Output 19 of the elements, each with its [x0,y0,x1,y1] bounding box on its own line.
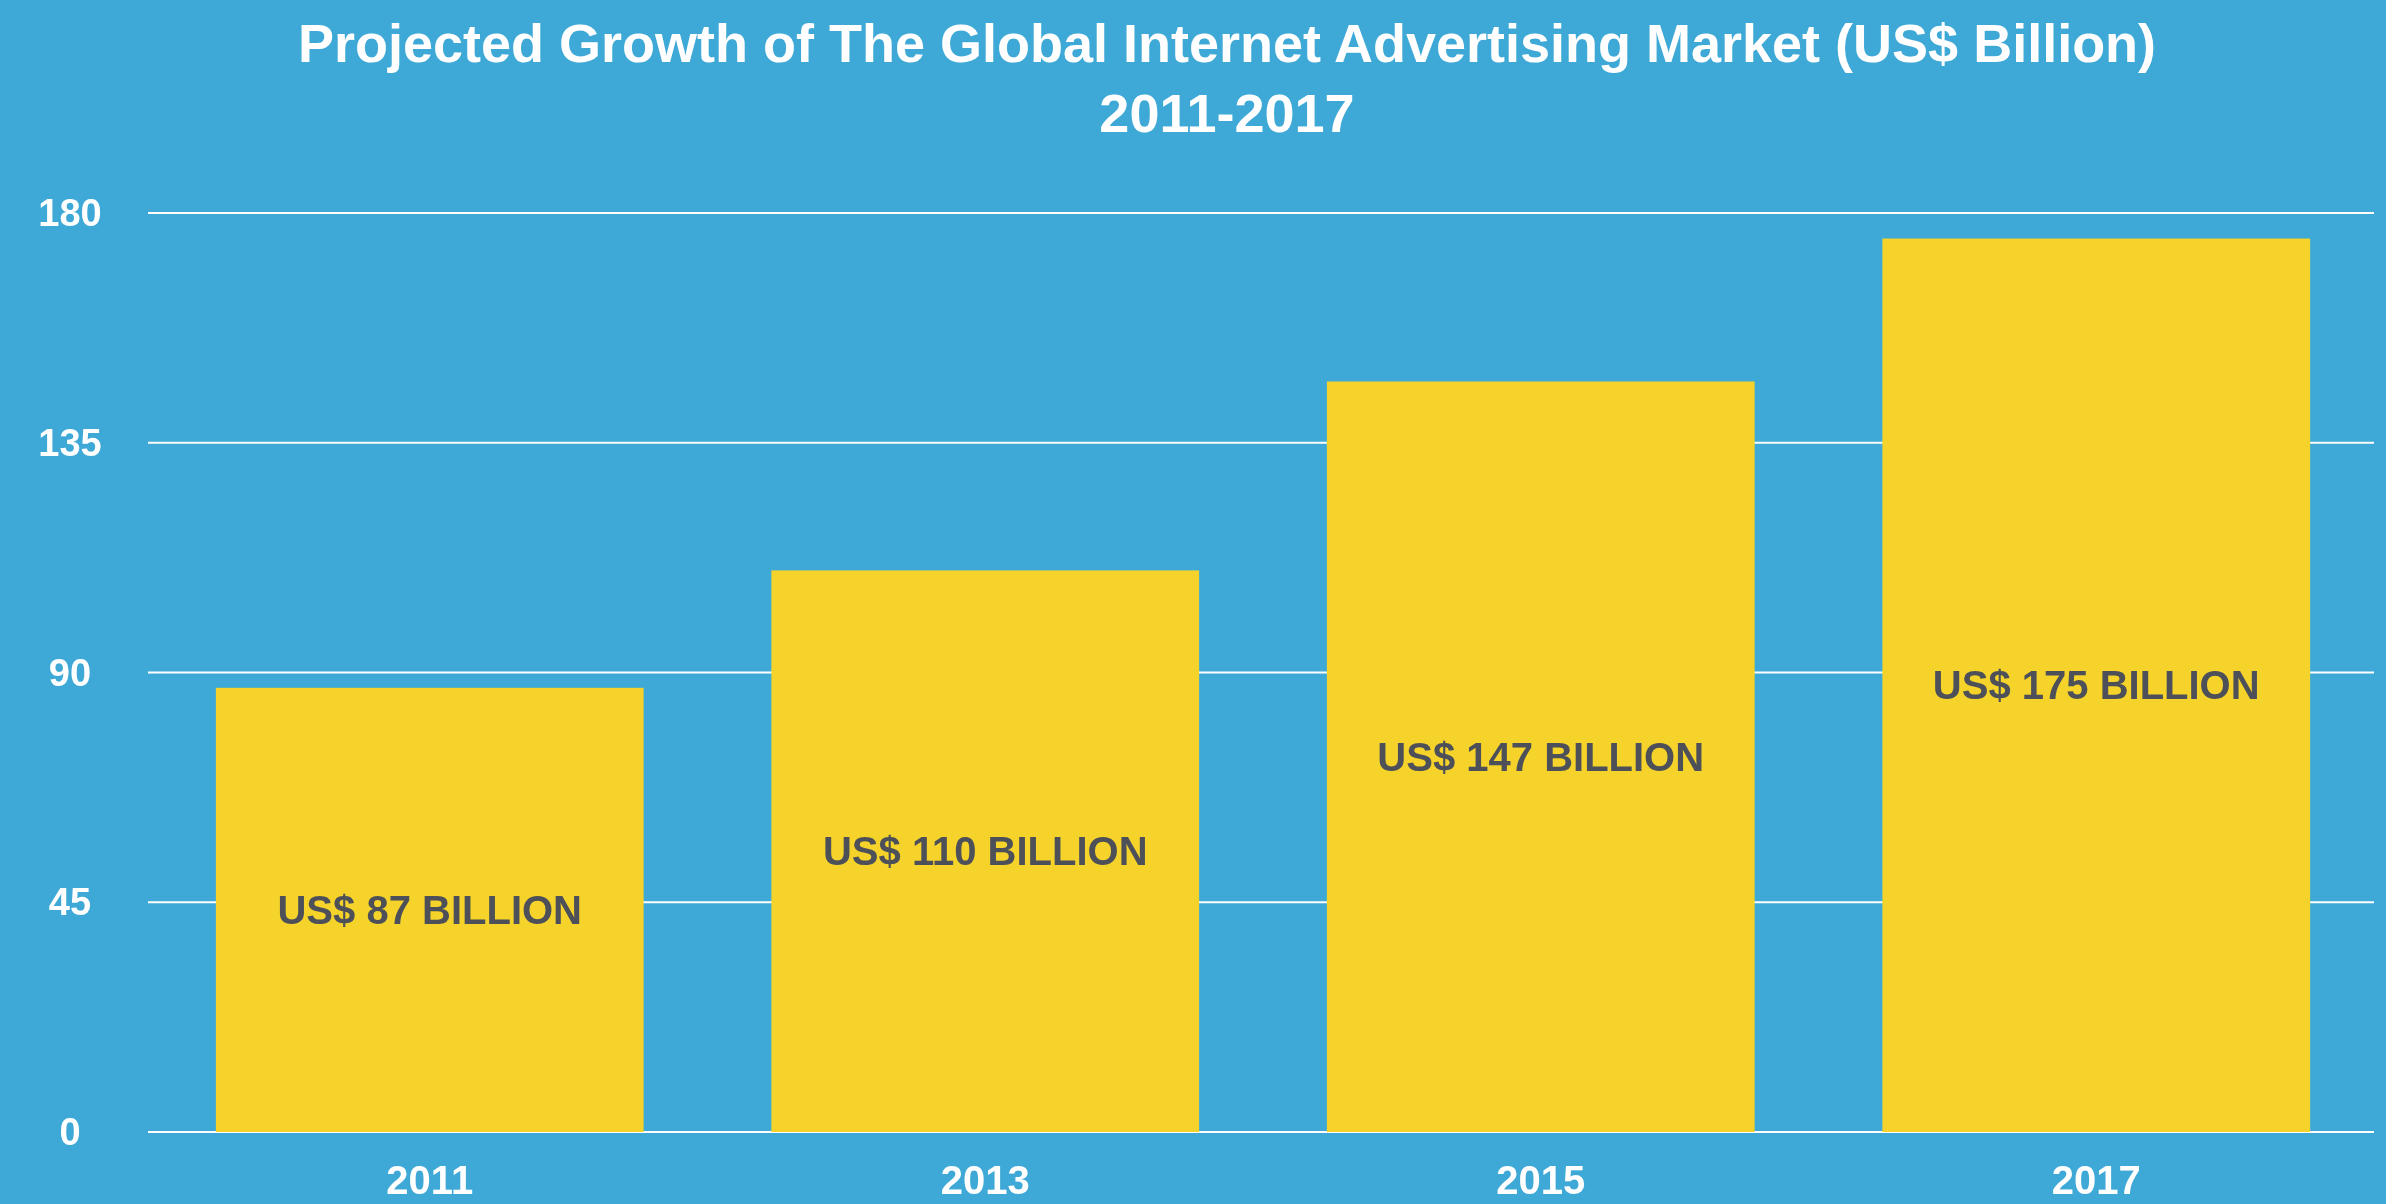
bar [215,687,644,1132]
bar [1882,238,2311,1132]
data-label: US$ 110 BILLION [822,829,1148,874]
y-tick-label: 135 [38,421,102,464]
x-tick-label: 2015 [1496,1158,1586,1202]
data-label: US$ 87 BILLION [277,887,583,932]
bar [771,570,1200,1132]
x-tick-label: 2017 [2051,1158,2141,1202]
y-tick-label: 45 [48,881,92,924]
data-label: US$ 175 BILLION [1932,663,2260,708]
y-tick-label: 180 [38,192,102,234]
chart-subtitle: 2011-2017 [1099,83,1355,143]
x-tick-label: 2013 [940,1158,1030,1202]
x-tick-label: 2011 [386,1158,474,1202]
data-label: US$ 147 BILLION [1377,734,1705,779]
chart-title: Projected Growth of The Global Internet Advertising Market (US$ Billion) [297,13,2157,73]
bar [1326,381,1755,1132]
y-tick-label: 90 [48,651,92,694]
y-tick-label: 0 [59,1111,81,1153]
